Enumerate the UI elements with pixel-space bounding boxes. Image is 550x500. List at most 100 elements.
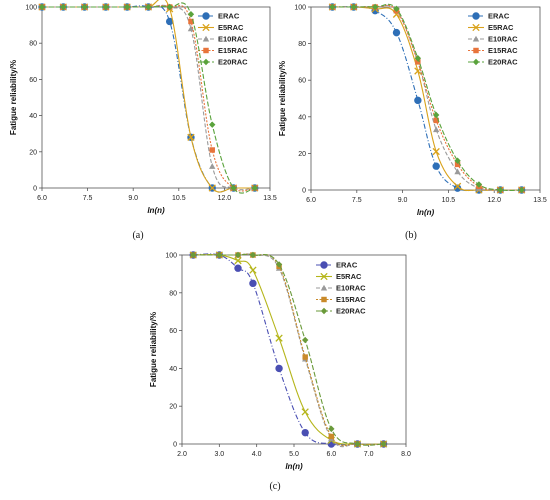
legend-label: E20RAC bbox=[336, 307, 366, 316]
series-e20rac bbox=[38, 2, 258, 194]
data-point bbox=[301, 428, 309, 437]
y-axis-label: Fatigue reliability/% bbox=[278, 61, 287, 136]
x-tick-label: 13.5 bbox=[263, 195, 277, 202]
legend-label: E15RAC bbox=[218, 46, 248, 55]
data-point bbox=[275, 334, 283, 342]
data-point bbox=[415, 59, 421, 65]
series-line bbox=[42, 4, 255, 191]
legend-entry: E15RAC bbox=[316, 295, 366, 304]
y-tick-label: 100 bbox=[25, 5, 37, 12]
x-axis-label: ln(n) bbox=[285, 462, 303, 471]
panel-label: (c) bbox=[269, 481, 280, 492]
legend-label: E20RAC bbox=[488, 58, 518, 67]
panel-label: (a) bbox=[132, 230, 143, 241]
data-point bbox=[393, 5, 400, 13]
series-e20rac bbox=[329, 3, 525, 194]
data-point bbox=[497, 186, 504, 194]
data-point bbox=[414, 55, 422, 62]
y-tick-label: 80 bbox=[29, 41, 37, 48]
legend-marker bbox=[202, 58, 210, 66]
data-point bbox=[432, 126, 440, 133]
data-point bbox=[475, 181, 483, 188]
data-point bbox=[454, 157, 461, 164]
chart-panel-3: 0 20 40 60 80 100 2.0 3.0 4.0 5.0 6.0 7.0 8.0 ln(n) Fa… bbox=[149, 251, 411, 492]
x-tick-label: 10.5 bbox=[442, 197, 456, 204]
legend-label: E10RAC bbox=[488, 35, 518, 44]
data-point bbox=[380, 440, 387, 448]
series-line bbox=[193, 253, 384, 446]
panel-label: (b) bbox=[405, 230, 417, 241]
data-point bbox=[275, 261, 283, 268]
legend-entry: E5RAC bbox=[198, 23, 244, 32]
data-point bbox=[230, 184, 237, 192]
y-tick-label: 20 bbox=[169, 404, 177, 411]
data-point bbox=[302, 354, 308, 360]
x-tick-label: 6.0 bbox=[306, 197, 316, 204]
legend-label: E20RAC bbox=[218, 58, 248, 67]
x-tick-label: 8.0 bbox=[401, 451, 411, 458]
legend-label: E15RAC bbox=[336, 295, 366, 304]
legend-entry: E10RAC bbox=[198, 35, 248, 44]
legend-marker bbox=[320, 284, 328, 291]
legend-marker bbox=[472, 12, 480, 20]
data-point bbox=[354, 440, 361, 448]
data-point bbox=[187, 133, 195, 141]
data-point bbox=[329, 3, 336, 11]
data-point bbox=[234, 251, 242, 259]
legend-entry: ERAC bbox=[316, 261, 358, 270]
x-tick-label: 7.0 bbox=[364, 451, 374, 458]
legend-marker bbox=[203, 47, 209, 54]
x-axis-label: ln(n) bbox=[417, 208, 435, 217]
x-tick-label: 4.0 bbox=[252, 451, 262, 458]
legend-entry: E5RAC bbox=[316, 272, 362, 281]
legend-entry: E15RAC bbox=[198, 46, 248, 55]
data-point bbox=[432, 147, 440, 156]
data-point bbox=[123, 3, 131, 11]
y-tick-label: 20 bbox=[298, 151, 306, 158]
y-axis-label: Fatigue reliability/% bbox=[9, 60, 18, 135]
legend-label: E15RAC bbox=[488, 46, 518, 55]
y-tick-label: 40 bbox=[169, 366, 177, 373]
data-point bbox=[216, 251, 223, 259]
x-tick-label: 7.5 bbox=[83, 195, 93, 202]
data-point bbox=[187, 25, 195, 32]
x-tick-label: 6.0 bbox=[37, 195, 47, 202]
legend-label: E5RAC bbox=[488, 23, 514, 32]
legend-marker bbox=[473, 47, 479, 54]
data-point bbox=[432, 162, 440, 170]
series-line bbox=[332, 4, 522, 191]
x-tick-label: 2.0 bbox=[177, 451, 187, 458]
data-point bbox=[209, 163, 216, 169]
legend-label: ERAC bbox=[336, 261, 358, 270]
data-point bbox=[208, 184, 216, 192]
data-point bbox=[81, 3, 88, 11]
legend-marker bbox=[472, 58, 480, 66]
x-tick-label: 6.0 bbox=[326, 451, 336, 458]
data-point bbox=[433, 117, 439, 124]
legend-marker bbox=[320, 272, 328, 281]
y-tick-label: 80 bbox=[169, 290, 177, 297]
data-point bbox=[454, 168, 461, 175]
y-tick-label: 60 bbox=[29, 77, 37, 84]
series-e20rac bbox=[190, 251, 387, 448]
legend-marker bbox=[472, 35, 480, 42]
data-point bbox=[453, 182, 462, 190]
plot-frame bbox=[181, 254, 407, 445]
legend-label: E5RAC bbox=[336, 272, 362, 281]
legend-marker bbox=[320, 261, 328, 269]
data-point bbox=[188, 18, 194, 25]
series-e15rac bbox=[190, 252, 387, 447]
series-e15rac bbox=[39, 4, 258, 192]
y-tick-label: 80 bbox=[298, 41, 306, 48]
data-point bbox=[328, 425, 335, 433]
x-tick-label: 9.0 bbox=[128, 195, 138, 202]
y-tick-label: 40 bbox=[29, 113, 37, 120]
data-point bbox=[392, 28, 401, 37]
data-point bbox=[328, 433, 335, 440]
legend-entry: E20RAC bbox=[198, 58, 248, 67]
x-tick-label: 10.5 bbox=[172, 195, 186, 202]
y-tick-label: 0 bbox=[302, 188, 306, 195]
data-point bbox=[166, 3, 173, 11]
y-tick-label: 100 bbox=[294, 5, 306, 12]
